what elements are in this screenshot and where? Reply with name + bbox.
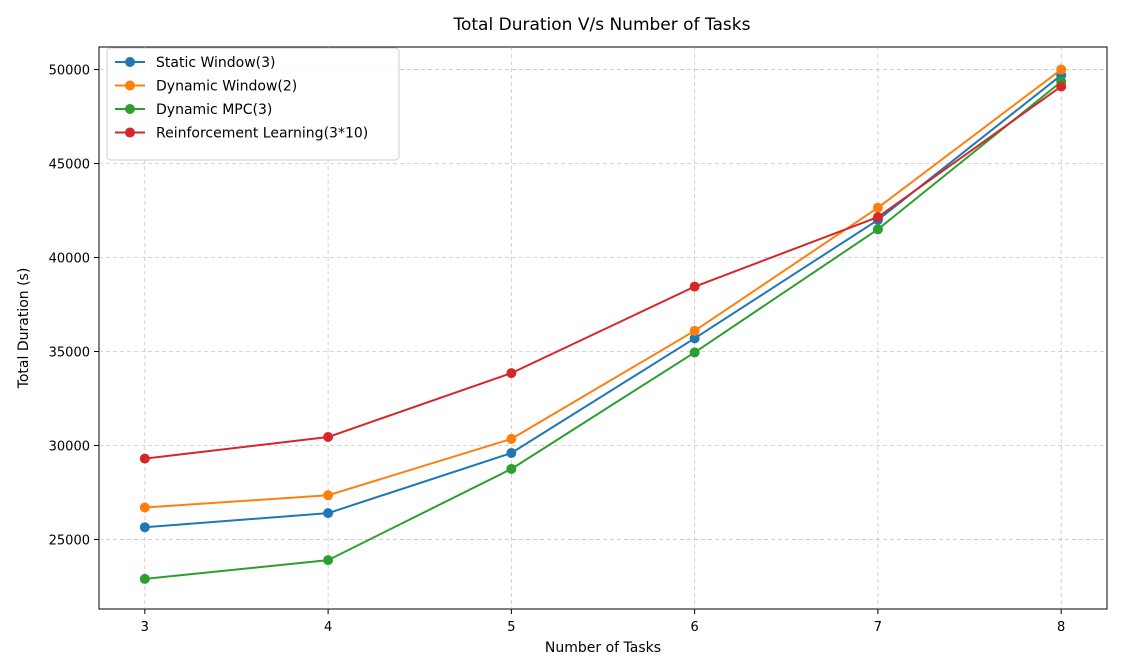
series-line	[144, 68, 1062, 509]
data-point	[1056, 81, 1067, 92]
data-point	[139, 573, 150, 584]
data-point	[689, 281, 700, 292]
legend-swatch-marker	[125, 57, 135, 67]
data-point	[506, 368, 517, 379]
data-point	[323, 555, 334, 566]
y-axis: 25000 30000 35000 40000 45000 50000	[49, 64, 99, 548]
data-point	[139, 502, 150, 513]
y-tick-label: 25000	[49, 533, 90, 548]
legend-label: Reinforcement Learning(3*10)	[156, 126, 368, 142]
x-tick-label: 5	[507, 620, 515, 635]
series-line	[144, 80, 1062, 580]
data-point	[689, 333, 700, 344]
y-tick-label: 50000	[49, 64, 90, 79]
legend-item: Static Window(3)	[115, 55, 276, 71]
y-tick-label: 40000	[49, 252, 90, 267]
legend-label: Dynamic Window(2)	[156, 79, 297, 95]
x-axis: 3 4 5 6 7 8	[141, 609, 1065, 635]
legend-item: Reinforcement Learning(3*10)	[115, 126, 368, 142]
data-point	[1056, 64, 1067, 75]
series-layer	[139, 64, 1067, 584]
series-2	[139, 64, 1067, 513]
legend-box	[106, 47, 400, 161]
data-point	[139, 453, 150, 464]
y-tick-label: 45000	[49, 158, 90, 173]
y-axis-label: Total Duration (s)	[16, 268, 32, 390]
legend-label: Static Window(3)	[156, 55, 276, 71]
data-point	[323, 490, 334, 501]
data-point	[323, 508, 334, 519]
series-4	[139, 81, 1067, 464]
data-point	[872, 212, 883, 223]
x-tick-label: 6	[690, 620, 698, 635]
chart-title: Total Duration V/s Number of Tasks	[453, 15, 751, 35]
y-tick-label: 30000	[49, 439, 90, 454]
data-point	[872, 224, 883, 235]
x-axis-label: Number of Tasks	[545, 640, 661, 656]
x-tick-label: 7	[874, 620, 882, 635]
legend-label: Dynamic MPC(3)	[156, 102, 272, 118]
data-point	[689, 347, 700, 358]
data-point	[323, 432, 334, 443]
legend-swatch-marker	[125, 127, 135, 138]
legend-swatch-marker	[125, 104, 135, 114]
data-point	[689, 325, 700, 336]
legend: Static Window(3) Dynamic Window(2) Dynamic…	[106, 47, 400, 161]
x-tick-label: 3	[141, 620, 149, 635]
x-tick-label: 8	[1057, 620, 1065, 635]
x-tick-label: 4	[324, 620, 332, 635]
data-point	[506, 433, 517, 444]
data-point	[872, 202, 883, 213]
data-point	[506, 447, 517, 458]
legend-item: Dynamic Window(2)	[115, 79, 297, 95]
legend-item: Dynamic MPC(3)	[115, 102, 272, 118]
data-point	[139, 522, 150, 533]
series-line	[144, 85, 1062, 460]
data-point	[506, 463, 517, 474]
legend-swatch-marker	[125, 80, 135, 91]
y-tick-label: 35000	[49, 345, 90, 360]
plot-frame	[98, 46, 1108, 610]
